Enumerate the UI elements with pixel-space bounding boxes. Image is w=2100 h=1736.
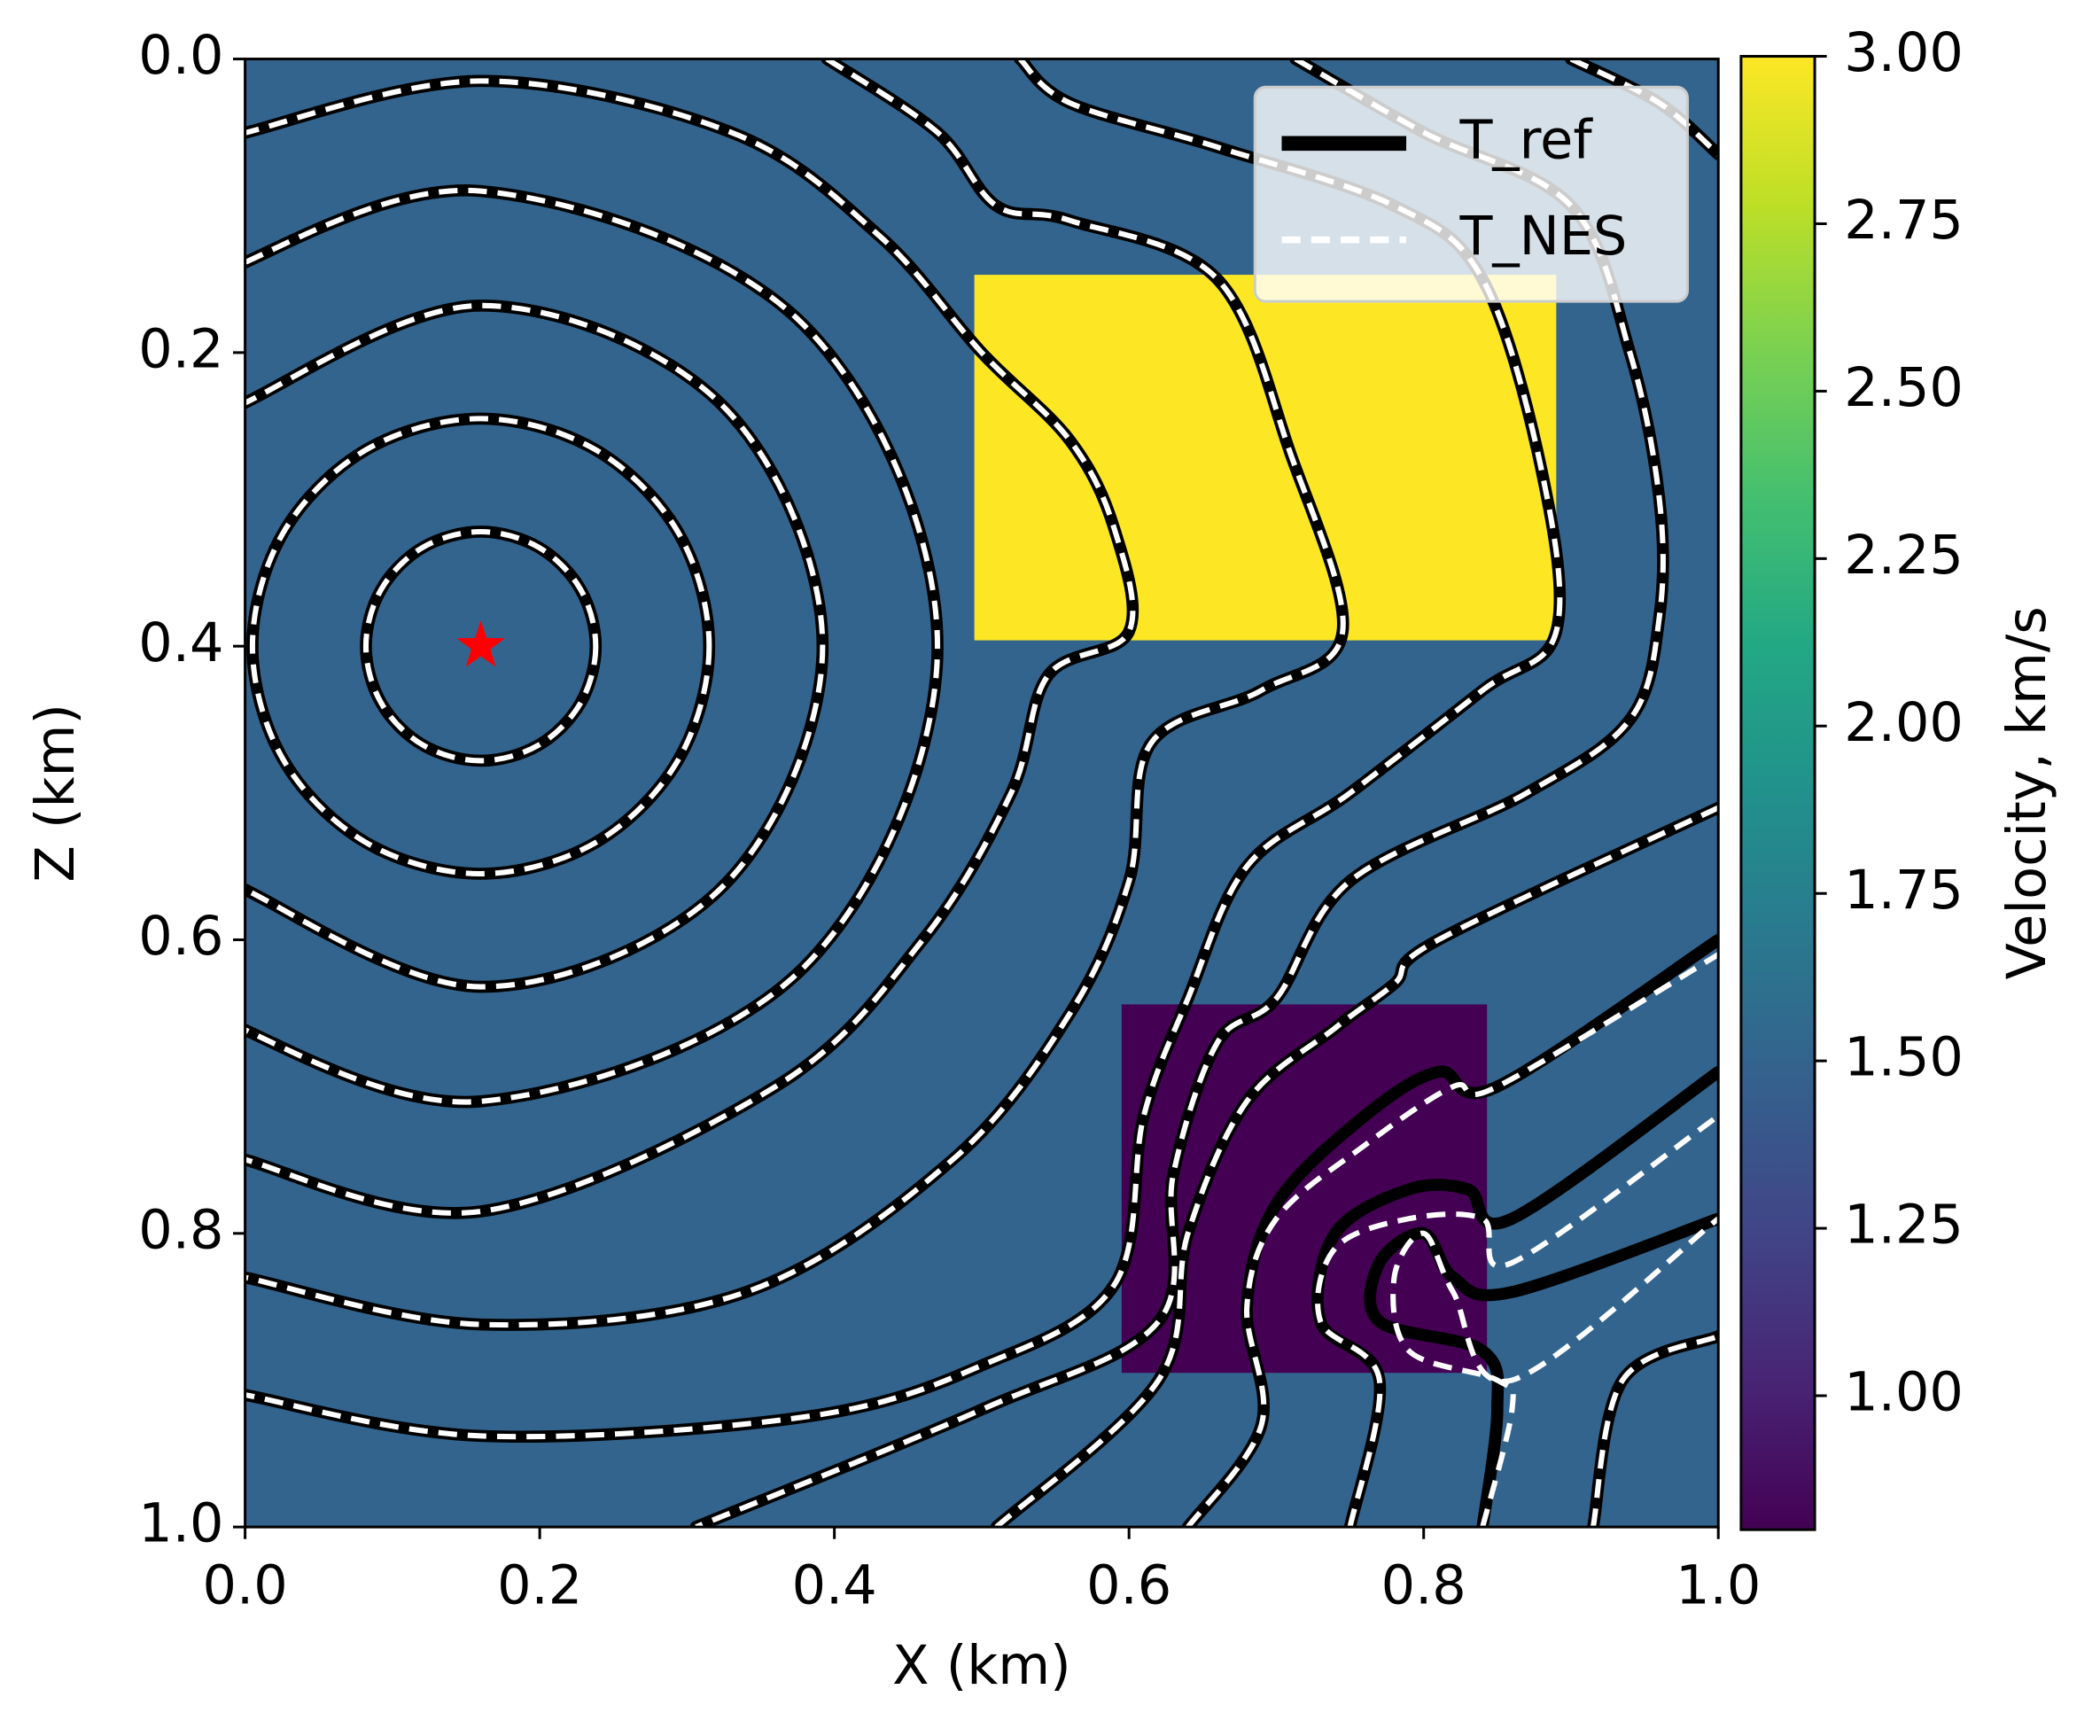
colorbar-tick-label: 1.75 <box>1844 860 1964 922</box>
x-tick-label: 1.0 <box>1676 1554 1761 1616</box>
plot-area <box>245 58 1719 1528</box>
y-tick-label: 0.2 <box>138 318 223 380</box>
colorbar-tick-label: 2.00 <box>1844 692 1964 754</box>
y-tick-label: 0.4 <box>138 612 223 674</box>
colorbar-tick-label: 2.75 <box>1844 190 1964 252</box>
contour-line <box>994 805 1719 1528</box>
x-axis-label: X (km) <box>892 1635 1071 1697</box>
contour-line <box>1186 952 1719 1528</box>
legend: T_ref T_NES <box>1253 85 1689 303</box>
velocity-box <box>974 275 1557 641</box>
contour-line <box>245 302 826 990</box>
colorbar-tick-label: 2.25 <box>1844 525 1964 587</box>
colorbar-tick-label: 3.00 <box>1844 22 1964 84</box>
contour-line <box>1590 1333 1719 1528</box>
axes: 0.0 0.2 0.4 0.6 0.8 1.00.00.20.40.60.81.01.00… <box>138 22 1964 1616</box>
axes-frame <box>244 58 1720 1529</box>
contour-line <box>362 528 599 764</box>
colorbar-label: Velocity, km/s <box>1996 606 2058 979</box>
colorbar <box>1739 55 1816 1531</box>
x-tick-label: 0.6 <box>1086 1554 1171 1616</box>
contour-line <box>1390 1216 1719 1528</box>
y-tick-label: 0.8 <box>138 1199 223 1261</box>
legend-label: T_NES <box>1459 206 1628 268</box>
y-tick-label: 0.0 <box>138 25 223 87</box>
contour-line <box>1315 1113 1719 1528</box>
y-tick-label: 1.0 <box>138 1493 223 1555</box>
contour-line <box>245 187 941 1105</box>
y-axis-label: Z (km) <box>25 704 87 883</box>
contour-line <box>245 58 1563 1440</box>
contour-line <box>245 78 1136 1216</box>
colorbar-tick-label: 1.50 <box>1844 1027 1964 1089</box>
x-tick-label: 0.2 <box>497 1554 582 1616</box>
x-tick-label: 0.8 <box>1381 1554 1466 1616</box>
contour-line <box>1364 1212 1719 1528</box>
y-tick-label: 0.6 <box>138 906 223 968</box>
x-tick-label: 0.4 <box>792 1554 877 1616</box>
contour-line <box>245 58 1346 1328</box>
source-marker <box>456 620 505 667</box>
x-tick-label: 0.0 <box>203 1554 288 1616</box>
colorbar-tick-label: 2.50 <box>1844 357 1964 419</box>
colorbar-tick-label: 1.00 <box>1844 1362 1964 1424</box>
colorbar-tick-label: 1.25 <box>1844 1195 1964 1257</box>
contour-line <box>249 416 712 877</box>
legend-label: T_ref <box>1459 109 1594 171</box>
